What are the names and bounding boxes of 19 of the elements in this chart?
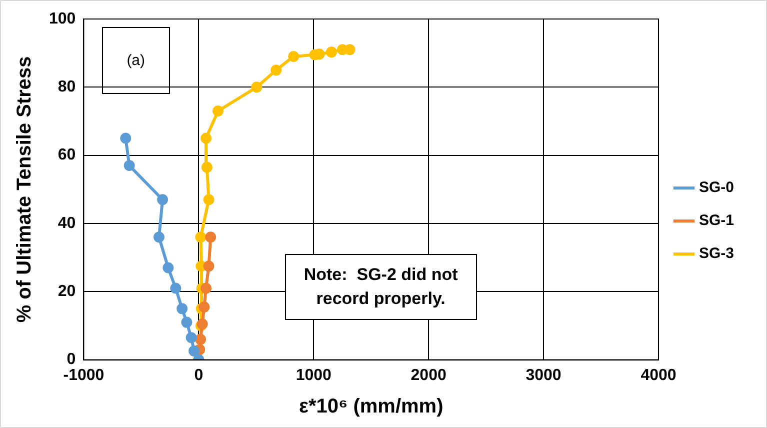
x-tick-label: 3000 [526,366,562,384]
y-tick-label: 60 [58,146,76,164]
y-tick-label: 40 [58,214,76,232]
x-tick-label: 1000 [296,366,332,384]
x-tick-label: 4000 [640,366,676,384]
x-tick-label: 2000 [410,366,446,384]
y-tick-label: 100 [48,10,76,28]
y-tick-label: 20 [58,283,76,300]
annotation: (a) [102,27,170,94]
x-axis-title: ε*10⁶ (mm/mm) [298,396,444,418]
legend-label: SG-3 [698,245,734,262]
annotation: Note: SG-2 did not record properly. [284,254,477,320]
y-tick-label: 0 [66,351,76,368]
legend-label: SG-0 [698,179,734,196]
legend-label: SG-1 [698,212,734,230]
y-tick-label: 80 [58,78,76,96]
x-tick-label: 0 [194,366,204,384]
x-tick-label: -1000 [63,366,104,384]
y-axis-title: % of Ultimate Tensile Stress [14,56,36,323]
